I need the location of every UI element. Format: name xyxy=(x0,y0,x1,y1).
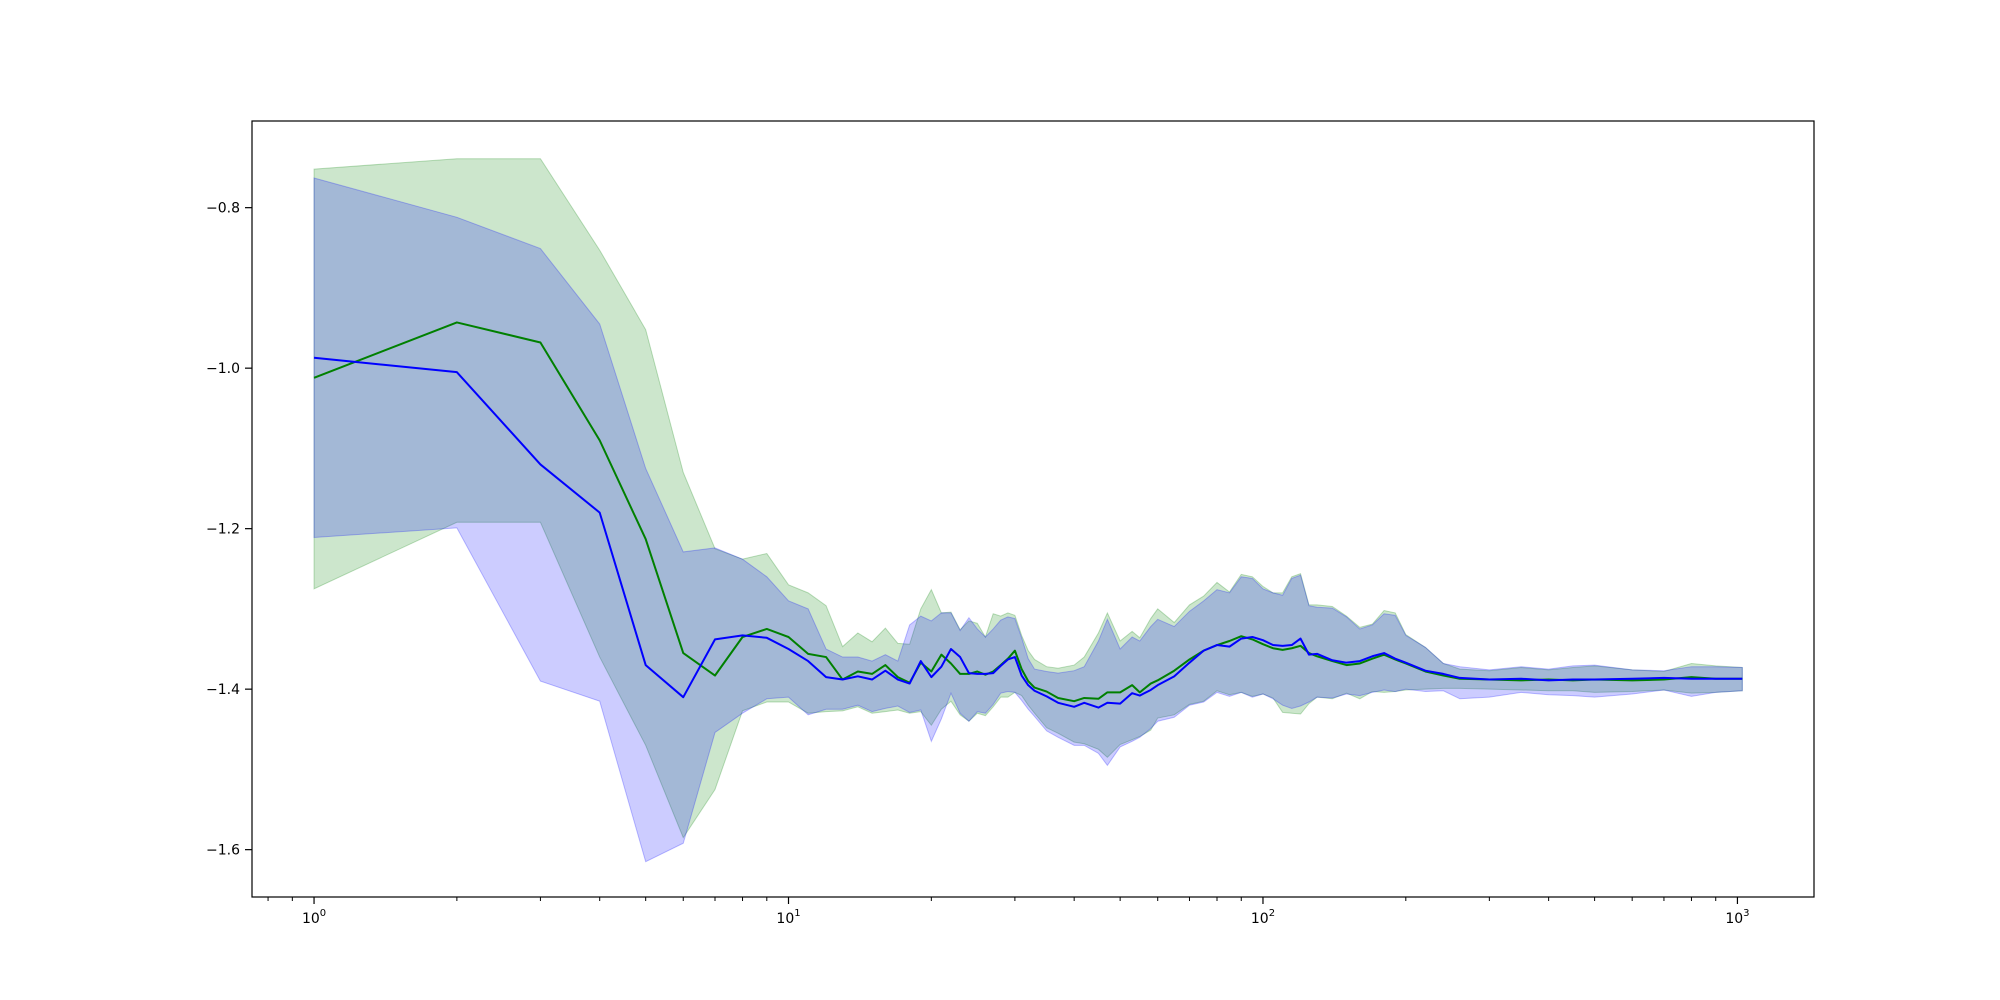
x-axis: 100 101 102 103 xyxy=(267,897,1750,927)
series-lines xyxy=(313,321,1743,709)
y-tick-label: −1.0 xyxy=(206,361,240,377)
x-tick-label: 101 xyxy=(776,908,800,927)
y-tick-label: −0.8 xyxy=(206,201,240,217)
confidence-bands xyxy=(313,158,1743,863)
plot-frame xyxy=(251,120,1815,898)
y-tick-label: −1.2 xyxy=(206,522,240,538)
series-1-band xyxy=(313,158,1743,839)
x-tick-label: 103 xyxy=(1725,908,1749,927)
y-axis: −0.8 −1.0 −1.2 −1.4 −1.6 xyxy=(206,201,252,859)
x-tick-label: 100 xyxy=(302,908,326,927)
series-2-line xyxy=(313,356,1743,709)
series-2-band xyxy=(313,177,1743,863)
y-tick-label: −1.6 xyxy=(206,843,240,859)
x-tick-label: 102 xyxy=(1251,908,1275,927)
y-tick-label: −1.4 xyxy=(206,682,240,698)
